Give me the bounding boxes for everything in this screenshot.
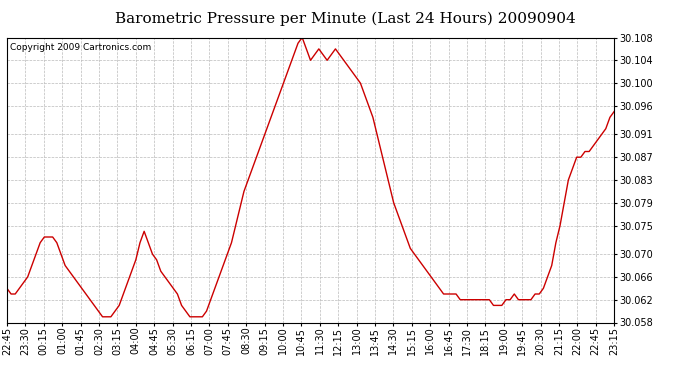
Text: Copyright 2009 Cartronics.com: Copyright 2009 Cartronics.com <box>10 43 151 52</box>
Text: Barometric Pressure per Minute (Last 24 Hours) 20090904: Barometric Pressure per Minute (Last 24 … <box>115 11 575 26</box>
